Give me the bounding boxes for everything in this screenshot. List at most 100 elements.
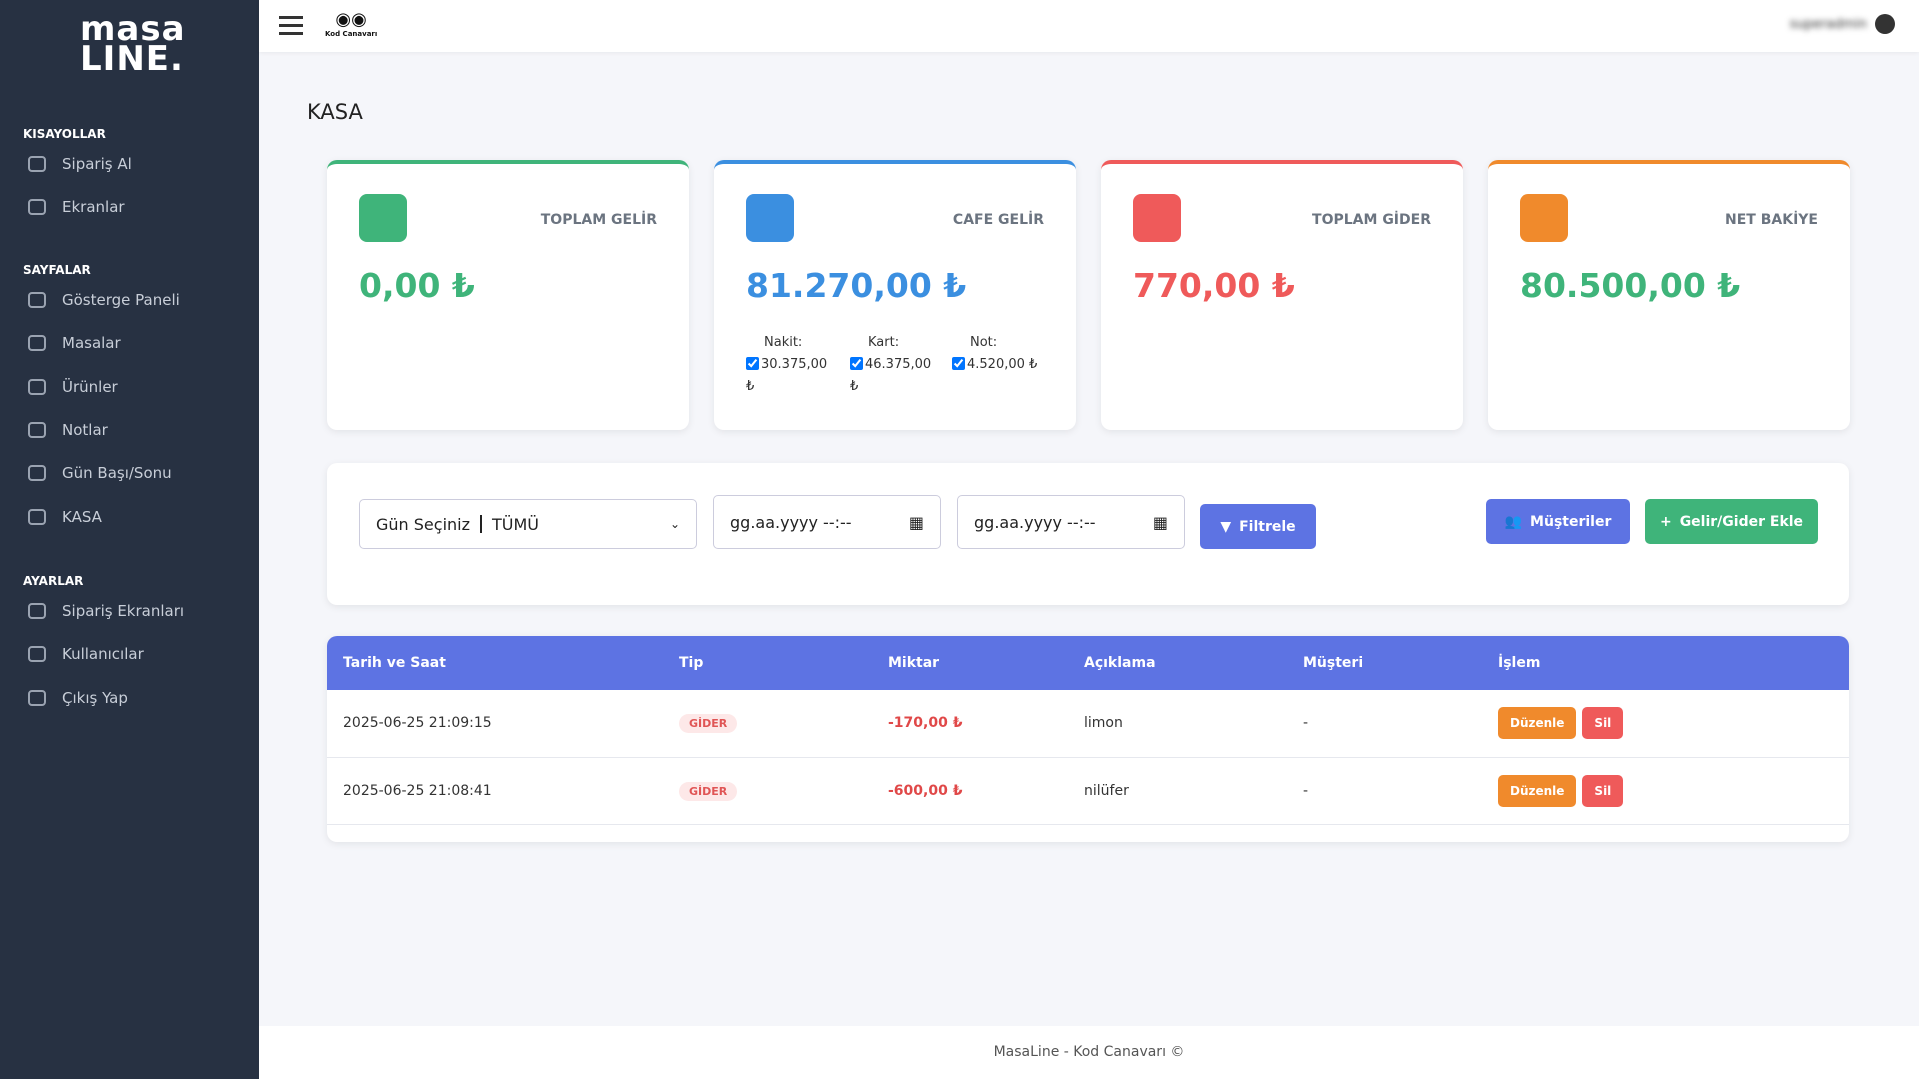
cell-text: nilüfer (1084, 782, 1129, 799)
table-panel: Tarih ve Saat Tip Miktar Açıklama Müşteri İşl… (327, 636, 1849, 842)
day-select[interactable]: Gün Seçiniz TÜMÜ ⌄ (359, 499, 697, 549)
cell: GİDER (663, 690, 872, 758)
nav-label: Gün Başı/Sonu (62, 464, 172, 483)
column-header: Tarih ve Saat (327, 636, 663, 690)
user-menu[interactable]: superadmin (1790, 14, 1895, 34)
filter-button[interactable]: ▼ Filtrele (1200, 504, 1316, 549)
section-title: AYARLAR (23, 574, 84, 588)
cell-text: - (1303, 782, 1309, 799)
brand-text: Kod Canavarı (325, 30, 378, 38)
cell: nilüfer (1068, 757, 1287, 825)
breakdown-amount: 4.520,00 ₺ (967, 357, 1038, 372)
cell: -600,00 ₺ (872, 757, 1068, 825)
nav-label: Masalar (62, 334, 121, 353)
footer: MasaLine - Kod Canavarı © (259, 1026, 1919, 1079)
table-row: 2025-06-25 21:08:41 GİDER -600,00 ₺ nilüfer… (327, 757, 1849, 825)
card-value: 81.270,00 ₺ (746, 266, 967, 305)
nav-item[interactable]: Gün Başı/Sonu (28, 464, 172, 482)
day-value: TÜMÜ (492, 514, 539, 534)
cell: limon (1068, 690, 1287, 758)
column-header: Açıklama (1068, 636, 1287, 690)
breakdown-value: 4.520,00 ₺ (952, 354, 1042, 376)
delete-button[interactable]: Sil (1582, 707, 1624, 740)
cell-text: limon (1084, 715, 1123, 732)
delete-button[interactable]: Sil (1582, 774, 1624, 807)
add-button[interactable]: + Gelir/Gider Ekle (1645, 499, 1818, 544)
card-icon (1133, 194, 1181, 242)
day-label: Gün Seçiniz (376, 514, 470, 534)
nav-item[interactable]: Gösterge Paneli (28, 291, 180, 309)
filter-panel: Gün Seçiniz TÜMÜ ⌄ gg.aa.yyyy --:-- ▦ gg.aa… (327, 463, 1849, 605)
card-label: CAFE GELİR (952, 212, 1044, 228)
cell: - (1287, 757, 1482, 825)
nav-label: Notlar (62, 420, 108, 439)
checkbox[interactable] (746, 357, 759, 370)
card-label: NET BAKİYE (1725, 212, 1818, 228)
nav-item[interactable]: Sipariş Al (28, 155, 132, 173)
breakdown-label: Nakit: (764, 335, 803, 350)
user-icon (1875, 14, 1895, 34)
nav-label: Ürünler (62, 377, 118, 396)
card-icon (746, 194, 794, 242)
brand: ◉◉ Kod Canavarı (325, 9, 378, 39)
nav-item[interactable]: Ekranlar (28, 198, 125, 216)
logo-bottom: LINE. (80, 39, 184, 79)
edit-button[interactable]: Düzenle (1498, 707, 1577, 740)
breakdown: Kart: 46.375,00 ₺ (850, 332, 940, 398)
cell-text: -600,00 ₺ (888, 782, 963, 799)
section-title: SAYFALAR (23, 263, 91, 277)
actions: Düzenle Sil (1482, 690, 1849, 758)
column-header: Müşteri (1287, 636, 1482, 690)
card-icon (359, 194, 407, 242)
nav-label: Kullanıcılar (62, 645, 144, 664)
table: Tarih ve Saat Tip Miktar Açıklama Müşteri İşl… (327, 636, 1849, 825)
nav-item[interactable]: Çıkış Yap (28, 689, 128, 707)
stat-card: TOPLAM GELİR 0,00 ₺ (327, 160, 689, 430)
card-label: TOPLAM GİDER (1312, 212, 1431, 228)
table-row: 2025-06-25 21:09:15 GİDER -170,00 ₺ limon - D… (327, 690, 1849, 758)
cell: GİDER (663, 757, 872, 825)
column-header: İşlem (1482, 636, 1849, 690)
card-value: 0,00 ₺ (359, 266, 475, 305)
checkbox[interactable] (850, 357, 863, 370)
add-button-text: Gelir/Gider Ekle (1679, 513, 1804, 530)
date-end[interactable]: gg.aa.yyyy --:-- ▦ (957, 495, 1185, 549)
nav-label: Gösterge Paneli (62, 291, 180, 309)
cell: -170,00 ₺ (872, 690, 1068, 758)
nav-label: Ekranlar (62, 198, 125, 217)
nav-label: Sipariş Ekranları (62, 602, 185, 620)
user-name: superadmin (1789, 16, 1867, 32)
column-header: Tip (663, 636, 872, 690)
header-row: Tarih ve Saat Tip Miktar Açıklama Müşteri İşl… (327, 636, 1849, 690)
customers-button-text: Müşteriler (1530, 513, 1612, 530)
card-value: 770,00 ₺ (1133, 266, 1295, 305)
nav-label: Sipariş Al (62, 155, 132, 173)
breakdown-amount: 46.375,00 ₺ (850, 357, 932, 394)
logo: masa LINE. (80, 9, 186, 79)
nav-item[interactable]: Ürünler (28, 378, 118, 396)
card-value: 80.500,00 ₺ (1520, 266, 1741, 305)
stat-card: NET BAKİYE 80.500,00 ₺ (1488, 160, 1850, 430)
cell: - (1287, 690, 1482, 758)
nav-item[interactable]: Kullanıcılar (28, 645, 144, 663)
logo-top: masa (80, 9, 186, 49)
nav-item[interactable]: Masalar (28, 334, 121, 352)
nav-item[interactable]: Notlar (28, 421, 108, 439)
date-start[interactable]: gg.aa.yyyy --:-- ▦ (713, 495, 941, 549)
nav-item[interactable]: KASA (28, 508, 102, 526)
stat-card: CAFE GELİR 81.270,00 ₺ Nakit: 30.375,00 ₺ Ka… (714, 160, 1076, 430)
menu-toggle[interactable] (279, 16, 303, 35)
checkbox[interactable] (952, 357, 965, 370)
nav-item[interactable]: Sipariş Ekranları (28, 602, 184, 620)
type-tag: GİDER (679, 714, 738, 734)
breakdown-value: 30.375,00 ₺ (746, 354, 836, 398)
sidebar: masa LINE. KISAYOLLAR Sipariş Al Ekranlar SA… (0, 0, 259, 1079)
customers-button[interactable]: 👥 Müşteriler (1486, 499, 1630, 544)
type-tag: GİDER (679, 781, 738, 801)
edit-button[interactable]: Düzenle (1498, 774, 1577, 807)
card-icon (1520, 194, 1568, 242)
breakdown-label: Kart: (868, 335, 900, 350)
column-header: Miktar (872, 636, 1068, 690)
